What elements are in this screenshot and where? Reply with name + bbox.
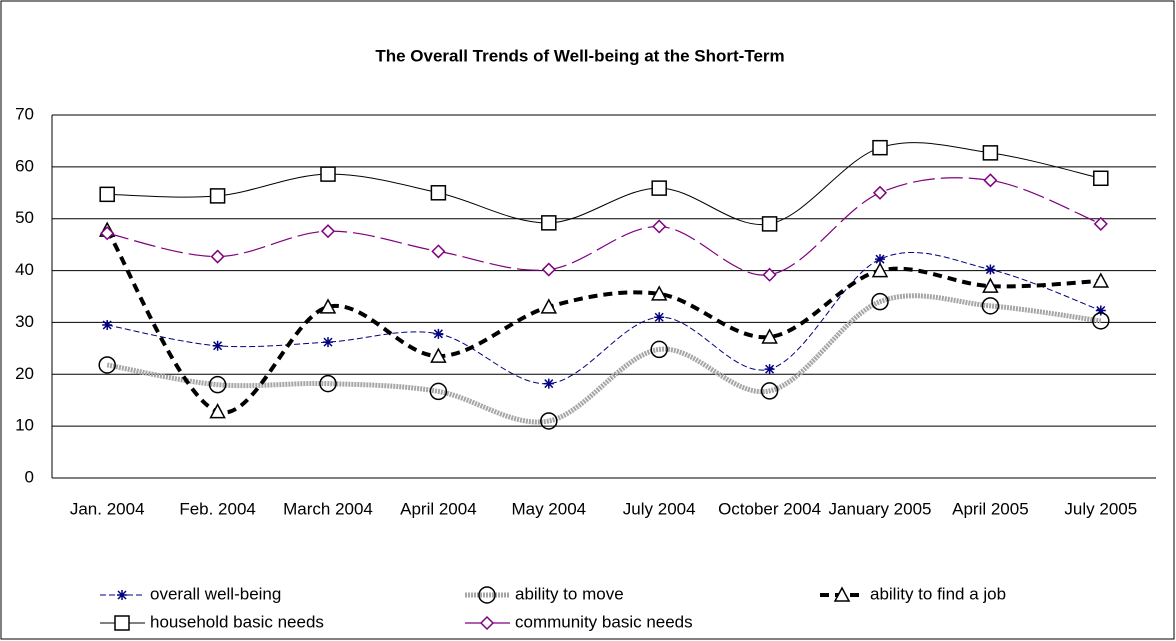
y-tick-label: 60 <box>15 156 34 175</box>
series-line <box>106 293 1102 425</box>
marker <box>540 412 558 430</box>
y-tick-label: 40 <box>15 260 34 279</box>
marker <box>652 219 667 234</box>
marker <box>764 364 775 375</box>
marker <box>430 185 447 201</box>
marker <box>981 297 1000 315</box>
y-tick-label: 70 <box>15 104 34 123</box>
marker <box>650 340 668 359</box>
marker <box>320 224 336 239</box>
y-tick-label: 10 <box>15 416 34 435</box>
marker <box>761 216 778 232</box>
marker <box>319 374 337 393</box>
legend-label: ability to find a job <box>870 584 1006 603</box>
legend-label: overall well-being <box>150 584 281 603</box>
marker <box>540 298 558 314</box>
legend-label: household basic needs <box>150 612 324 631</box>
legend-marker <box>117 590 127 600</box>
series-line <box>105 229 1101 415</box>
marker <box>323 337 333 348</box>
legend-marker <box>478 586 496 604</box>
marker <box>319 298 337 314</box>
marker <box>872 185 888 200</box>
chart-title: The Overall Trends of Well-being at the … <box>375 46 784 65</box>
marker <box>541 215 557 231</box>
x-tick-label: May 2004 <box>511 499 586 518</box>
series-line <box>107 142 1101 226</box>
marker <box>543 378 554 389</box>
marker <box>872 139 888 156</box>
series-line <box>107 177 1102 276</box>
y-tick-label: 50 <box>15 208 34 227</box>
marker <box>654 312 665 323</box>
marker <box>650 285 668 301</box>
x-tick-label: April 2005 <box>952 499 1029 518</box>
legend-marker <box>833 586 851 602</box>
marker <box>1092 312 1110 330</box>
marker <box>982 145 999 161</box>
marker <box>1095 305 1106 316</box>
marker <box>100 226 115 241</box>
marker <box>98 356 116 374</box>
marker <box>983 173 998 188</box>
x-tick-label: March 2004 <box>283 499 373 518</box>
y-tick-label: 30 <box>15 312 34 331</box>
marker <box>429 382 448 401</box>
marker <box>430 347 447 363</box>
marker <box>209 403 226 419</box>
marker <box>982 277 999 293</box>
x-tick-label: Feb. 2004 <box>179 499 256 518</box>
marker <box>1092 272 1110 288</box>
y-tick-label: 0 <box>25 467 34 486</box>
x-tick-label: April 2004 <box>400 499 477 518</box>
marker <box>209 188 226 204</box>
legend-label: community basic needs <box>515 612 693 631</box>
marker <box>871 261 889 278</box>
marker <box>210 249 225 264</box>
marker <box>761 328 778 344</box>
marker <box>99 186 115 203</box>
marker <box>102 320 113 331</box>
marker <box>985 264 996 275</box>
legend-marker <box>479 615 495 631</box>
marker <box>871 292 889 311</box>
marker <box>212 340 223 351</box>
marker <box>1093 170 1109 187</box>
marker <box>320 166 336 182</box>
marker <box>433 328 444 339</box>
marker <box>431 244 446 259</box>
x-tick-label: July 2005 <box>1064 499 1137 518</box>
x-tick-label: July 2004 <box>623 499 696 518</box>
marker <box>1093 216 1108 231</box>
legend-marker <box>114 615 130 631</box>
x-tick-label: October 2004 <box>718 499 821 518</box>
x-tick-label: January 2005 <box>828 499 931 518</box>
marker <box>762 267 777 282</box>
marker <box>875 254 885 265</box>
marker <box>541 262 556 277</box>
marker <box>760 382 779 400</box>
x-tick-label: Jan. 2004 <box>70 499 145 518</box>
marker <box>651 180 667 196</box>
y-tick-label: 20 <box>15 364 34 383</box>
marker <box>208 375 227 394</box>
legend-label: ability to move <box>515 584 624 603</box>
